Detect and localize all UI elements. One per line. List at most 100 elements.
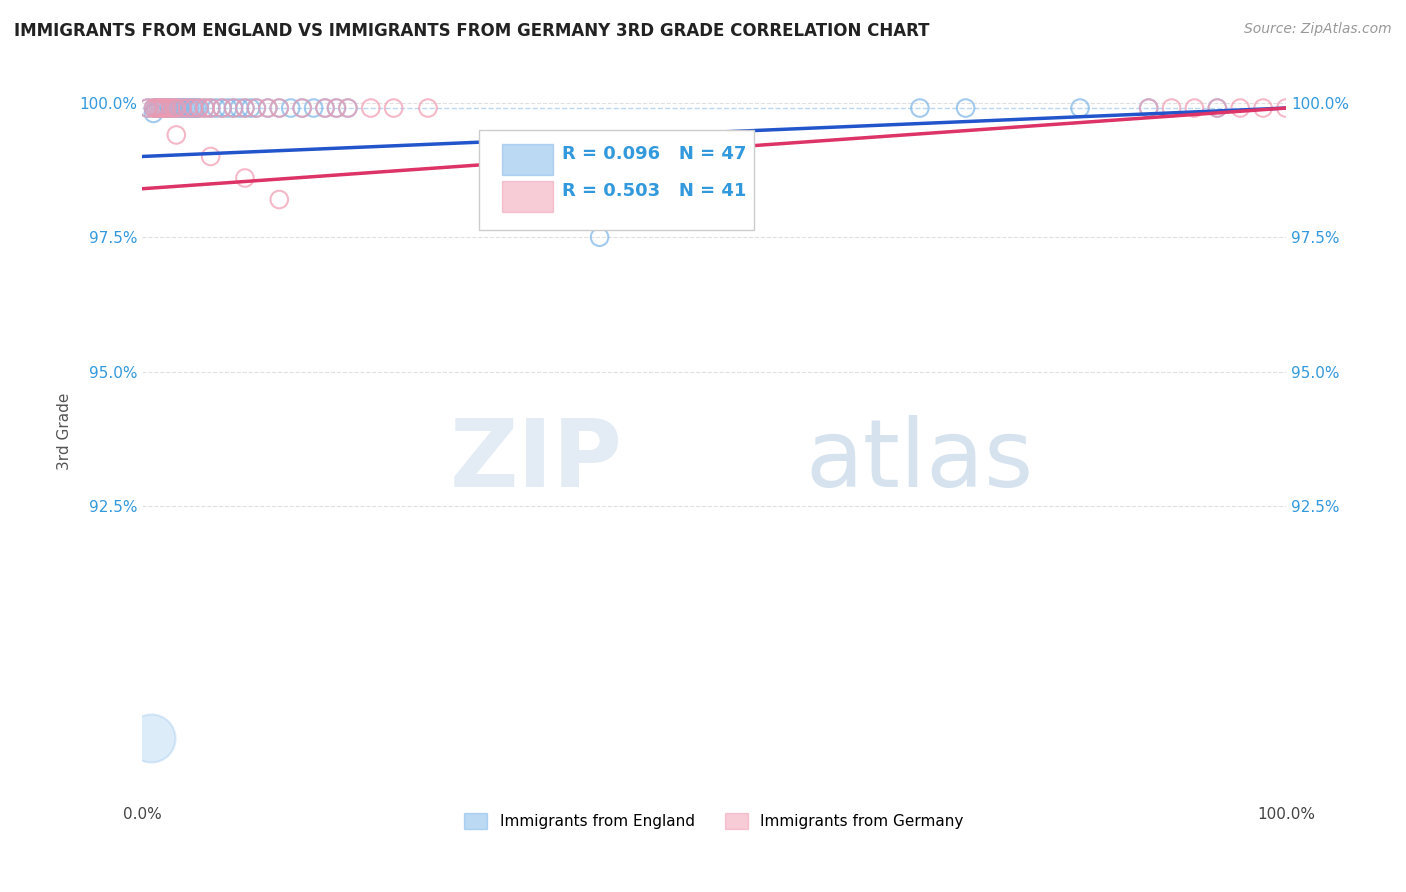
Legend: Immigrants from England, Immigrants from Germany: Immigrants from England, Immigrants from… <box>458 807 970 836</box>
Point <box>1251 101 1274 115</box>
Point <box>159 101 181 115</box>
Point <box>269 101 291 115</box>
Point <box>211 101 233 115</box>
Text: R = 0.503   N = 41: R = 0.503 N = 41 <box>562 182 747 200</box>
Point <box>136 101 159 115</box>
Point <box>1069 101 1091 115</box>
Point <box>1275 101 1298 115</box>
Point <box>153 101 176 115</box>
Point <box>205 101 228 115</box>
Point <box>142 101 165 115</box>
Point <box>256 101 278 115</box>
Point <box>222 101 245 115</box>
Point <box>256 101 278 115</box>
Point <box>200 149 222 163</box>
Point <box>188 101 211 115</box>
Text: Source: ZipAtlas.com: Source: ZipAtlas.com <box>1244 22 1392 37</box>
Point <box>142 101 165 115</box>
Text: R = 0.096   N = 47: R = 0.096 N = 47 <box>562 145 747 163</box>
Point <box>222 101 245 115</box>
FancyBboxPatch shape <box>502 144 553 175</box>
Point <box>153 101 176 115</box>
Point <box>336 101 359 115</box>
Point <box>955 101 977 115</box>
Point <box>167 101 190 115</box>
Point <box>1206 101 1229 115</box>
Point <box>160 101 183 115</box>
Y-axis label: 3rd Grade: 3rd Grade <box>58 392 72 469</box>
Point <box>1137 101 1160 115</box>
Point <box>336 101 359 115</box>
Point <box>186 101 208 115</box>
Point <box>142 106 165 120</box>
Point <box>174 101 197 115</box>
Point <box>145 101 167 115</box>
FancyBboxPatch shape <box>502 181 553 211</box>
Point <box>156 101 179 115</box>
Point <box>360 101 382 115</box>
Point <box>325 101 347 115</box>
Point <box>200 101 222 115</box>
Point <box>183 101 205 115</box>
Point <box>181 101 204 115</box>
Point <box>233 101 256 115</box>
Point <box>177 101 200 115</box>
Point <box>1206 101 1229 115</box>
Point <box>245 101 267 115</box>
Point <box>228 101 250 115</box>
Point <box>233 171 256 186</box>
Point <box>217 101 239 115</box>
Text: ZIP: ZIP <box>450 415 623 507</box>
Point <box>280 101 302 115</box>
Text: atlas: atlas <box>806 415 1033 507</box>
Point <box>1229 101 1251 115</box>
Point <box>314 101 336 115</box>
Point <box>245 101 267 115</box>
Point <box>194 101 217 115</box>
Point <box>233 101 256 115</box>
Point <box>152 101 174 115</box>
Point <box>200 101 222 115</box>
Point <box>177 101 200 115</box>
Point <box>136 101 159 115</box>
Point <box>146 101 169 115</box>
Point <box>291 101 314 115</box>
Point <box>239 101 262 115</box>
Point <box>165 101 187 115</box>
Point <box>302 101 325 115</box>
Point <box>1184 101 1206 115</box>
Point <box>170 101 193 115</box>
Point <box>194 101 217 115</box>
Point <box>170 101 193 115</box>
Point <box>588 230 610 244</box>
Point <box>145 101 167 115</box>
Point <box>165 128 187 142</box>
Point <box>1137 101 1160 115</box>
Point <box>163 101 186 115</box>
Point <box>188 101 211 115</box>
Point <box>172 101 194 115</box>
Point <box>163 101 186 115</box>
Point <box>146 101 169 115</box>
Point <box>314 101 336 115</box>
Point <box>211 101 233 115</box>
Point <box>183 101 205 115</box>
Point <box>165 101 187 115</box>
FancyBboxPatch shape <box>479 130 754 230</box>
Point <box>152 101 174 115</box>
Point <box>1160 101 1182 115</box>
Point <box>149 101 172 115</box>
Point <box>382 101 405 115</box>
Point <box>159 101 181 115</box>
Point <box>416 101 439 115</box>
Point <box>156 101 179 115</box>
Point <box>291 101 314 115</box>
Point <box>908 101 931 115</box>
Point <box>139 731 162 745</box>
Point <box>179 101 201 115</box>
Point <box>149 101 172 115</box>
Point <box>325 101 347 115</box>
Text: IMMIGRANTS FROM ENGLAND VS IMMIGRANTS FROM GERMANY 3RD GRADE CORRELATION CHART: IMMIGRANTS FROM ENGLAND VS IMMIGRANTS FR… <box>14 22 929 40</box>
Point <box>269 101 291 115</box>
Point <box>269 193 291 207</box>
